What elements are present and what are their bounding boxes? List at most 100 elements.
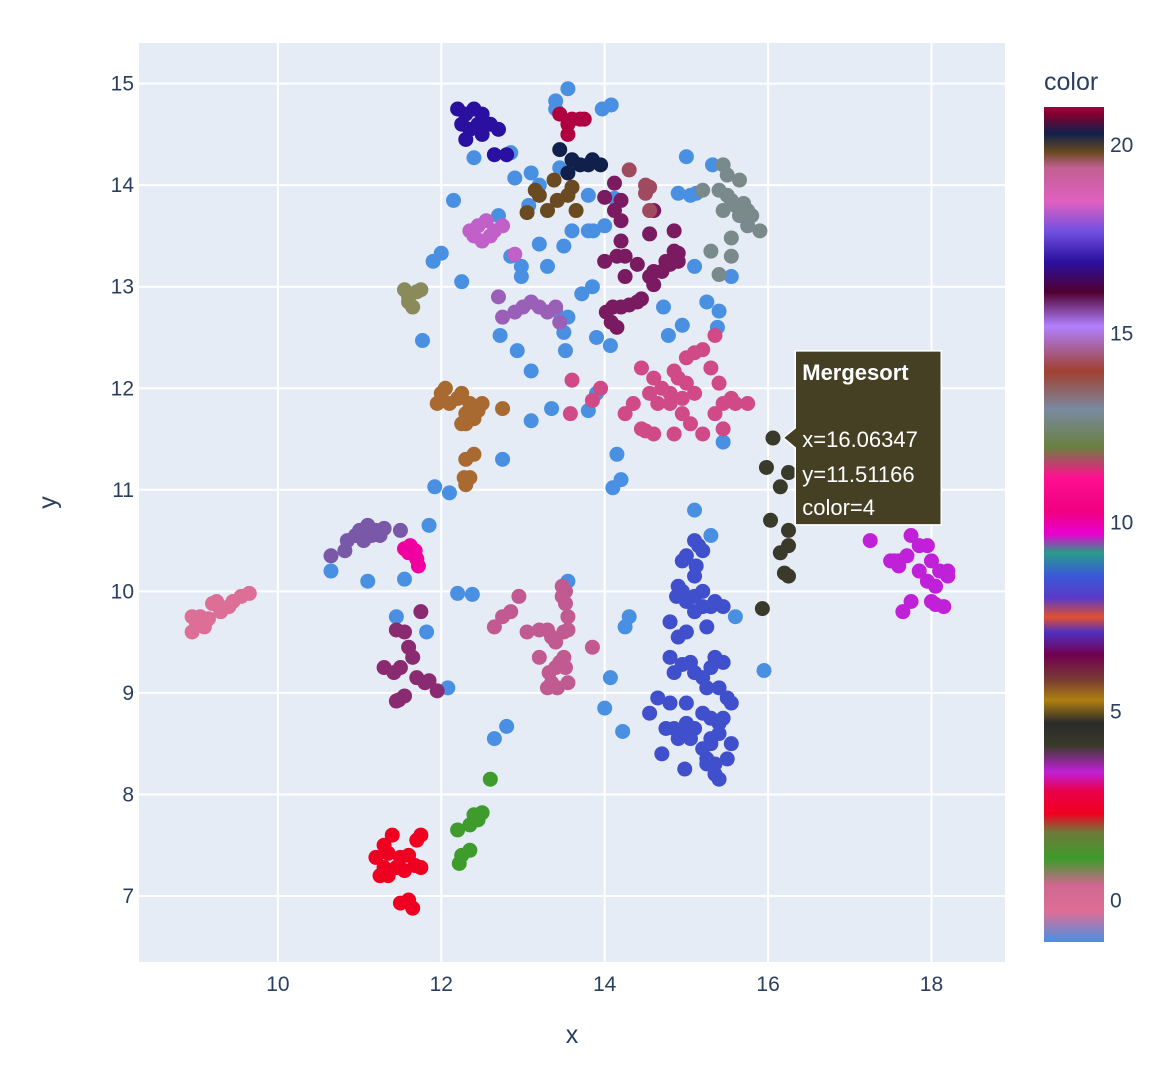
data-point[interactable]: [617, 248, 633, 264]
data-point[interactable]: [499, 147, 515, 163]
data-point[interactable]: [552, 142, 568, 158]
data-point[interactable]: [556, 238, 572, 254]
data-point[interactable]: [454, 274, 470, 290]
data-point[interactable]: [658, 720, 674, 736]
data-point[interactable]: [740, 395, 756, 411]
data-points[interactable]: [184, 81, 956, 916]
data-point[interactable]: [557, 343, 573, 359]
data-point[interactable]: [397, 571, 413, 587]
data-point[interactable]: [589, 329, 605, 345]
data-point[interactable]: [392, 522, 408, 538]
data-point[interactable]: [662, 649, 678, 665]
data-point[interactable]: [603, 97, 619, 113]
data-point[interactable]: [560, 609, 576, 625]
data-point[interactable]: [401, 294, 417, 310]
data-point[interactable]: [544, 401, 560, 417]
data-point[interactable]: [539, 203, 555, 219]
data-point[interactable]: [707, 406, 723, 422]
data-point[interactable]: [609, 446, 625, 462]
data-point[interactable]: [765, 430, 781, 446]
data-point[interactable]: [781, 522, 796, 538]
data-point[interactable]: [388, 693, 404, 709]
data-point[interactable]: [609, 319, 625, 335]
data-point[interactable]: [205, 596, 221, 612]
data-point[interactable]: [687, 568, 703, 584]
data-point[interactable]: [699, 294, 715, 310]
data-point[interactable]: [740, 218, 756, 234]
data-point[interactable]: [687, 502, 703, 518]
data-point[interactable]: [617, 406, 633, 422]
data-point[interactable]: [699, 619, 715, 635]
data-point[interactable]: [421, 517, 437, 533]
data-point[interactable]: [539, 258, 555, 274]
data-point[interactable]: [682, 731, 698, 747]
data-point[interactable]: [519, 205, 535, 221]
data-point[interactable]: [754, 601, 770, 617]
data-point[interactable]: [654, 746, 670, 762]
data-point[interactable]: [580, 187, 596, 203]
data-point[interactable]: [899, 548, 915, 564]
data-point[interactable]: [585, 223, 601, 239]
data-point[interactable]: [429, 395, 445, 411]
data-point[interactable]: [695, 182, 711, 198]
data-point[interactable]: [615, 723, 631, 739]
data-point[interactable]: [486, 147, 502, 163]
data-point[interactable]: [923, 553, 939, 569]
data-point[interactable]: [413, 827, 429, 843]
data-point[interactable]: [486, 223, 502, 239]
data-point[interactable]: [519, 624, 535, 640]
data-point[interactable]: [499, 718, 515, 734]
data-point[interactable]: [715, 710, 731, 726]
data-point[interactable]: [642, 203, 658, 219]
data-point[interactable]: [421, 673, 437, 689]
data-point[interactable]: [427, 479, 443, 495]
data-point[interactable]: [756, 663, 772, 679]
data-point[interactable]: [380, 845, 396, 861]
data-point[interactable]: [707, 327, 723, 343]
data-point[interactable]: [703, 243, 719, 259]
data-point[interactable]: [666, 363, 682, 379]
data-point[interactable]: [646, 277, 662, 293]
data-point[interactable]: [715, 395, 731, 411]
data-point[interactable]: [763, 512, 779, 528]
data-point[interactable]: [642, 226, 658, 242]
data-point[interactable]: [503, 604, 519, 620]
data-point[interactable]: [715, 654, 731, 670]
data-point[interactable]: [633, 291, 649, 307]
data-point[interactable]: [184, 609, 200, 625]
data-point[interactable]: [687, 258, 703, 274]
data-point[interactable]: [670, 253, 686, 269]
data-point[interactable]: [715, 599, 731, 615]
data-point[interactable]: [584, 279, 600, 295]
data-point[interactable]: [903, 528, 919, 544]
data-point[interactable]: [723, 269, 739, 285]
data-point[interactable]: [711, 303, 727, 319]
data-point[interactable]: [646, 370, 662, 386]
data-point[interactable]: [862, 533, 878, 549]
data-point[interactable]: [450, 585, 466, 601]
data-point[interactable]: [495, 309, 511, 325]
data-point[interactable]: [727, 395, 743, 411]
data-point[interactable]: [723, 230, 739, 246]
data-point[interactable]: [678, 375, 694, 391]
data-point[interactable]: [895, 604, 911, 620]
data-point[interactable]: [660, 327, 676, 343]
data-point[interactable]: [507, 170, 523, 186]
data-point[interactable]: [490, 289, 506, 305]
data-point[interactable]: [677, 761, 693, 777]
data-point[interactable]: [731, 208, 747, 224]
data-point[interactable]: [548, 634, 564, 650]
data-point[interactable]: [719, 167, 735, 183]
data-point[interactable]: [621, 162, 637, 178]
data-point[interactable]: [388, 609, 404, 625]
data-point[interactable]: [593, 157, 609, 173]
data-point[interactable]: [564, 372, 580, 388]
data-point[interactable]: [474, 126, 490, 142]
data-point[interactable]: [772, 479, 788, 495]
data-point[interactable]: [650, 690, 666, 706]
data-point[interactable]: [386, 665, 402, 681]
data-point[interactable]: [405, 900, 421, 916]
data-point[interactable]: [666, 426, 682, 442]
data-point[interactable]: [557, 660, 573, 676]
data-point[interactable]: [758, 459, 774, 475]
